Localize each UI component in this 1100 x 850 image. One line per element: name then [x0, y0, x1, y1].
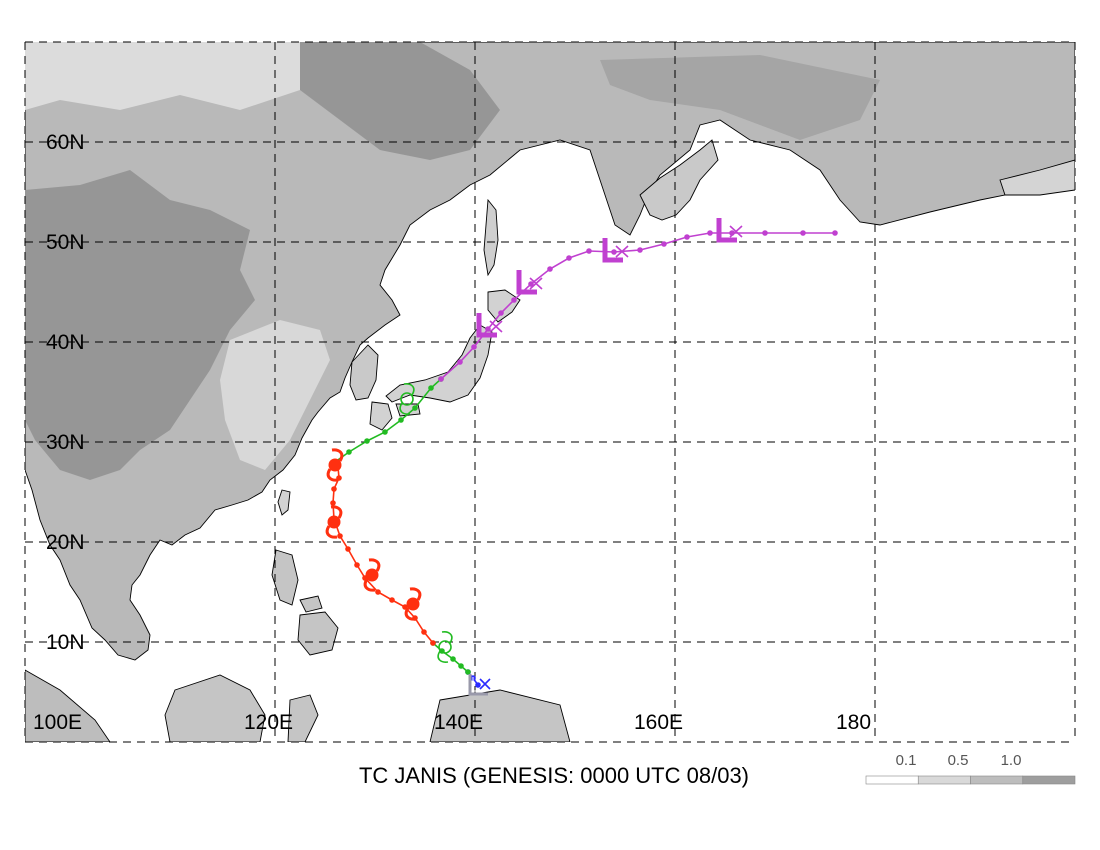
legend-swatch [917, 775, 971, 785]
visayas [299, 595, 323, 613]
legend-label-0-1: 0.1 [896, 752, 917, 769]
track-point [354, 562, 360, 568]
track-point [428, 385, 434, 391]
track-point [762, 230, 768, 236]
track-point [412, 405, 418, 411]
track-symbol-typhoon [363, 558, 381, 592]
track-point [684, 234, 690, 240]
latitude-labels: 60N 50N 40N 30N 20N 10N [46, 131, 85, 654]
track-point [637, 247, 643, 253]
track-point [375, 589, 381, 595]
track-point [475, 682, 481, 688]
asia-highlands-east [300, 42, 500, 160]
korea-peninsula [349, 344, 379, 401]
siberia-highlands [600, 55, 880, 140]
longitude-labels: 100E 120E 140E 160E 180 [33, 711, 871, 734]
track-point [458, 663, 464, 669]
kyushu [369, 401, 393, 431]
alaska [999, 159, 1075, 196]
track-point [465, 669, 471, 675]
track-symbol-typhoon [404, 587, 422, 621]
sakhalin [483, 198, 499, 277]
lon-label-100e: 100E [33, 711, 82, 734]
track-point [547, 266, 553, 272]
track-symbol-typhoon [325, 505, 343, 539]
asia-continent [25, 42, 1075, 661]
track-point [498, 310, 504, 316]
track-point [331, 486, 337, 492]
siberia-lowlands [25, 42, 300, 110]
track-point [707, 230, 713, 236]
kamchatka [639, 139, 719, 221]
track-symbol-storm [437, 631, 453, 663]
track-point [337, 533, 343, 539]
track-point [382, 429, 388, 435]
lon-label-120e: 120E [244, 711, 293, 734]
track-point [832, 230, 838, 236]
track-point [398, 417, 404, 423]
track-symbol-typhoon [326, 448, 344, 482]
track-point [457, 359, 463, 365]
track-point [611, 249, 617, 255]
lat-label-50n: 50N [46, 231, 85, 254]
sulawesi [287, 694, 319, 742]
track-symbol-genesis [468, 674, 491, 696]
track-point [661, 241, 667, 247]
mindanao [297, 611, 339, 656]
luzon [271, 549, 299, 606]
track-point [346, 449, 352, 455]
lat-label-10n: 10N [46, 631, 85, 654]
legend-label-1-0: 1.0 [1001, 752, 1022, 769]
track-segment-typhoon [332, 461, 434, 644]
sumatra [25, 669, 111, 742]
shading-legend: 0.1 0.5 1.0 [865, 752, 1076, 785]
track-point [364, 438, 370, 444]
lat-label-40n: 40N [46, 331, 85, 354]
map-title: TC JANIS (GENESIS: 0000 UTC 08/03) [359, 763, 749, 788]
track-symbol-storm [399, 383, 415, 415]
legend-swatch [1022, 775, 1076, 785]
track-point [800, 230, 806, 236]
lat-label-60n: 60N [46, 131, 85, 154]
track-point [438, 376, 444, 382]
lon-label-140e: 140E [434, 711, 483, 734]
track-symbol-extratropical [476, 313, 503, 338]
track-point [389, 597, 395, 603]
taiwan [277, 489, 291, 516]
track-symbol-extratropical [602, 238, 629, 263]
legend-swatch [970, 775, 1024, 785]
asia-highlands [25, 170, 255, 480]
landmass-layer [25, 42, 1075, 742]
track-point [511, 297, 517, 303]
graticule [24, 41, 1076, 743]
borneo [164, 674, 266, 742]
track-point [471, 344, 477, 350]
track-segment-storm [334, 378, 442, 463]
track-point [528, 281, 534, 287]
track-point [586, 248, 592, 254]
track-point [345, 546, 351, 552]
track-point [566, 255, 572, 261]
track-point [421, 629, 427, 635]
track-point [430, 640, 436, 646]
lon-label-160e: 160E [634, 711, 683, 734]
track-symbol-extratropical [716, 218, 743, 243]
new-guinea [429, 689, 571, 742]
track-point [450, 656, 456, 662]
track-point [330, 500, 336, 506]
legend-swatch [865, 775, 919, 785]
lat-label-20n: 20N [46, 531, 85, 554]
hokkaido [487, 289, 521, 323]
lat-label-30n: 30N [46, 431, 85, 454]
storm-symbols [325, 218, 743, 696]
legend-label-0-5: 0.5 [948, 752, 969, 769]
legend-color-bar [865, 775, 1076, 785]
track-symbol-extratropical [516, 270, 543, 295]
lon-label-180: 180 [836, 711, 871, 734]
track-point [485, 326, 491, 332]
